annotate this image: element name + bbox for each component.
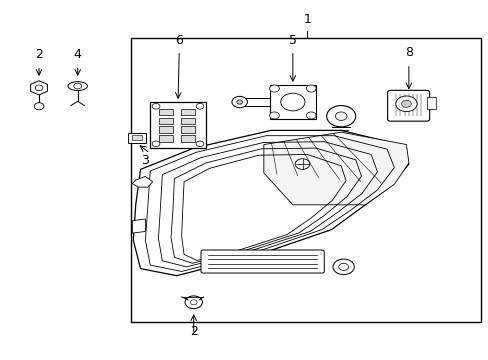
Bar <box>180 126 195 133</box>
Circle shape <box>326 105 355 127</box>
Bar <box>426 97 435 109</box>
Text: 2: 2 <box>189 325 197 338</box>
Circle shape <box>280 93 305 111</box>
Circle shape <box>35 85 43 91</box>
Bar <box>159 126 173 133</box>
Bar <box>269 85 315 119</box>
Bar <box>128 133 145 144</box>
Circle shape <box>401 100 410 107</box>
Polygon shape <box>264 132 408 205</box>
Ellipse shape <box>68 82 87 90</box>
Bar <box>159 109 173 115</box>
Circle shape <box>395 96 416 112</box>
Circle shape <box>196 103 203 109</box>
Circle shape <box>306 85 315 92</box>
Circle shape <box>236 100 242 104</box>
Text: 7: 7 <box>334 112 342 125</box>
Polygon shape <box>132 176 152 187</box>
Circle shape <box>338 263 348 270</box>
Circle shape <box>306 112 315 119</box>
FancyBboxPatch shape <box>201 250 324 273</box>
Text: 4: 4 <box>74 48 81 61</box>
Bar <box>150 102 205 148</box>
Text: 3: 3 <box>141 154 149 167</box>
Circle shape <box>34 103 44 110</box>
Bar <box>159 118 173 124</box>
Text: 1: 1 <box>303 13 311 26</box>
Circle shape <box>190 300 197 305</box>
Circle shape <box>231 96 247 108</box>
Text: 5: 5 <box>288 34 296 47</box>
Circle shape <box>152 103 160 109</box>
Circle shape <box>332 259 353 275</box>
Circle shape <box>184 296 202 309</box>
Circle shape <box>335 112 346 121</box>
Bar <box>180 118 195 124</box>
Bar <box>159 135 173 142</box>
Bar <box>131 38 480 322</box>
Circle shape <box>269 85 279 92</box>
Text: 6: 6 <box>175 34 183 47</box>
Bar <box>180 135 195 142</box>
FancyBboxPatch shape <box>387 90 429 121</box>
Polygon shape <box>133 130 408 276</box>
Circle shape <box>295 159 309 169</box>
Polygon shape <box>132 219 145 233</box>
Circle shape <box>74 83 81 89</box>
Circle shape <box>152 141 160 147</box>
Bar <box>132 135 142 140</box>
Text: 2: 2 <box>35 48 43 61</box>
Bar <box>180 109 195 115</box>
Circle shape <box>269 112 279 119</box>
Circle shape <box>196 141 203 147</box>
Text: 8: 8 <box>404 46 412 59</box>
Bar <box>239 98 269 106</box>
Polygon shape <box>31 81 47 95</box>
